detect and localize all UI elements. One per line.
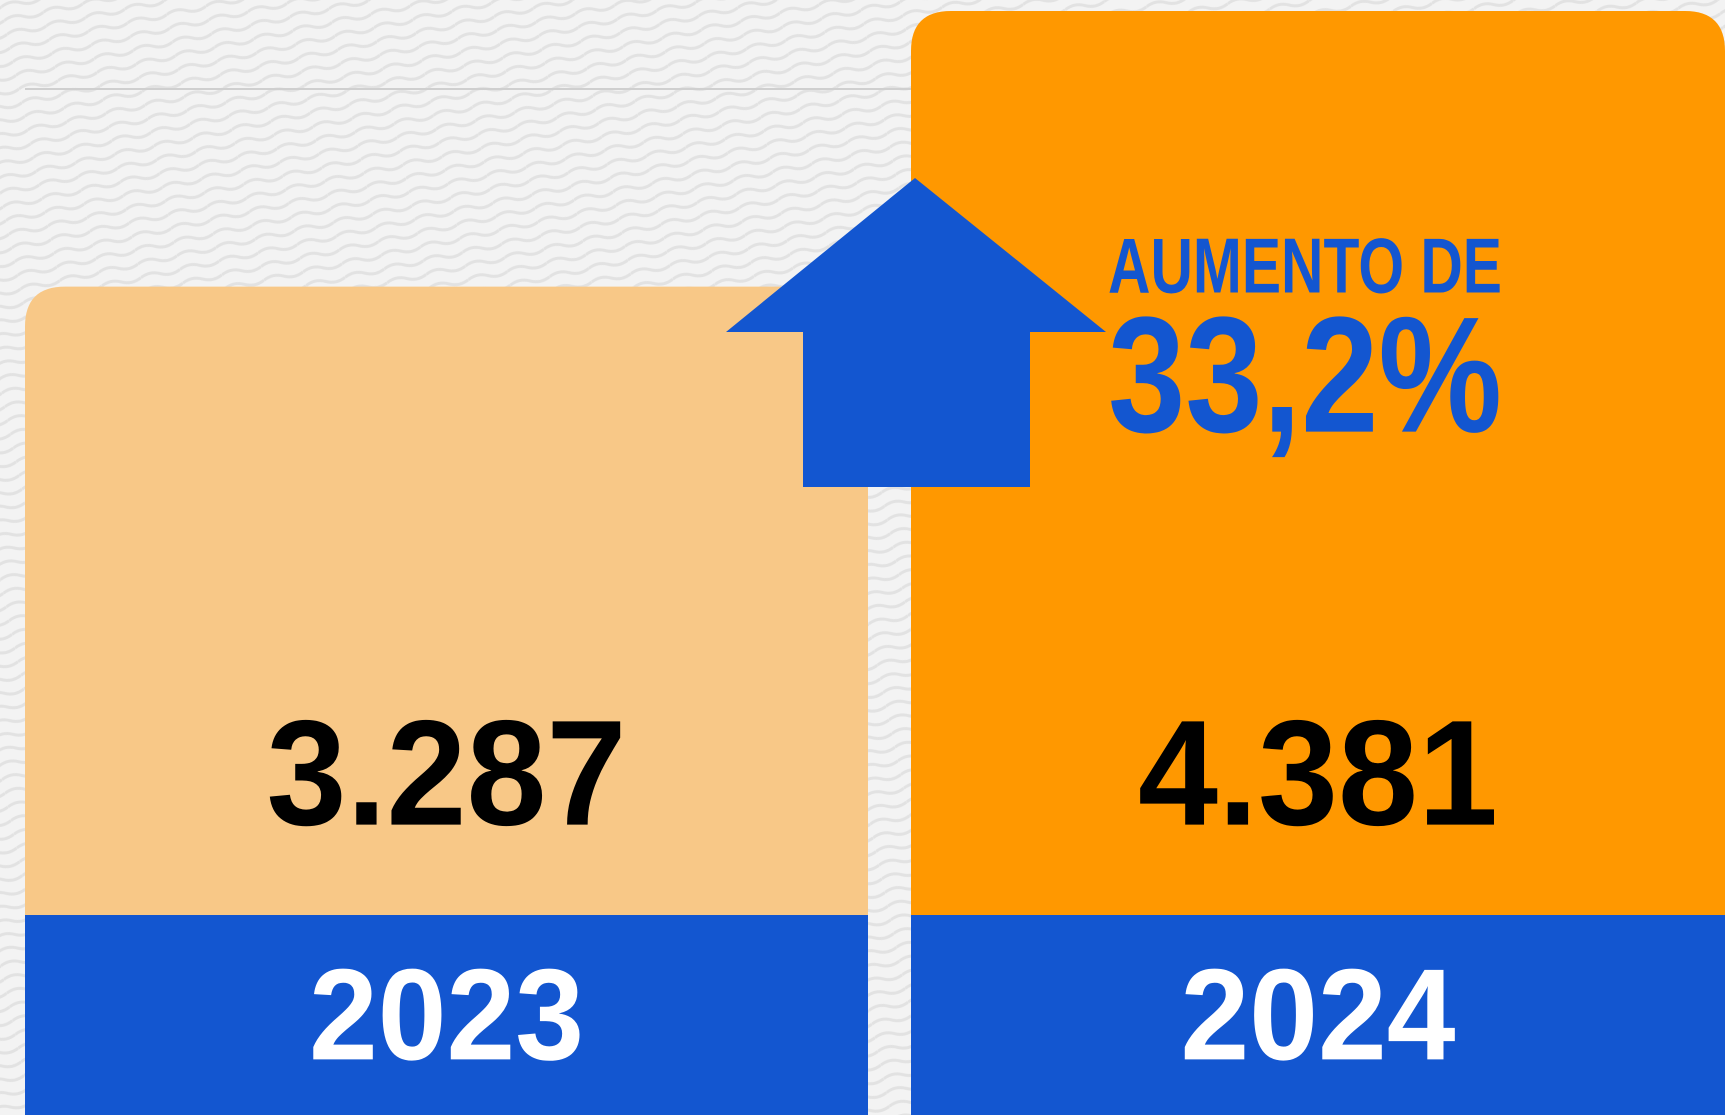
annotation: AUMENTO DE xyxy=(1108,222,1502,310)
bar xyxy=(25,286,868,1115)
bar xyxy=(911,11,1725,1115)
x-tick-label: 2023 xyxy=(309,941,584,1087)
bars: 3.287 2023 4.381 2024 xyxy=(25,11,1725,1115)
annotation-value: 33,2% xyxy=(1108,283,1502,467)
value-label: 3.287 xyxy=(267,689,627,857)
year-band xyxy=(25,915,868,1115)
year-band xyxy=(911,915,1725,1115)
value-label: 4.381 xyxy=(1138,689,1498,857)
up-arrow xyxy=(726,178,1106,487)
x-tick-label: 2024 xyxy=(1181,941,1456,1087)
arrow-shape xyxy=(726,178,1106,487)
